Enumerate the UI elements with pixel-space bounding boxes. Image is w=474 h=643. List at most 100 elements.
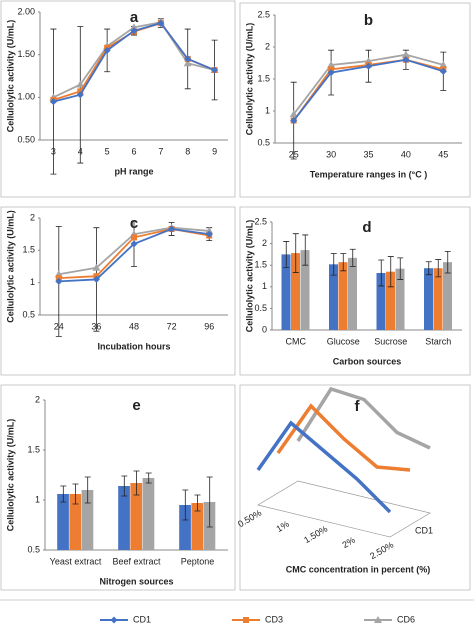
- x-axis-title: pH range: [114, 166, 153, 176]
- x-tick-label: 45: [438, 149, 448, 159]
- error-bar: [133, 470, 140, 496]
- x-tick-label: 48: [129, 321, 139, 331]
- panel-letter: a: [130, 9, 139, 26]
- y-axis-title: Cellulolytic activity (U/mL): [5, 20, 15, 133]
- y-tick-label: 1: [265, 105, 270, 115]
- x-tick-label: CMC: [286, 336, 307, 346]
- error-bar: [340, 253, 347, 272]
- marker: [92, 263, 101, 271]
- bar: [57, 494, 69, 550]
- y-tick-label: 1: [262, 281, 267, 291]
- y-axis-title: Cellulolytic activity (U/mL): [5, 419, 15, 532]
- bar: [179, 505, 191, 550]
- x-tick-label: 8: [185, 146, 190, 156]
- x-tick-label: Beef extract: [112, 556, 161, 566]
- marker: [55, 277, 63, 285]
- marker: [290, 117, 298, 125]
- bar: [424, 268, 433, 330]
- bar: [69, 494, 82, 550]
- marker: [439, 67, 447, 75]
- legend-label: CD6: [397, 614, 415, 624]
- error-bar: [292, 233, 299, 273]
- y-tick-label: 2.00: [17, 6, 35, 16]
- x-axis-title: Temperature ranges in (°C ): [310, 169, 427, 179]
- error-bar: [194, 494, 201, 512]
- x-tick-label: 40: [401, 149, 411, 159]
- marker: [401, 50, 410, 58]
- depth-label: CD1: [415, 525, 433, 535]
- bar: [386, 271, 395, 330]
- x-axis-title: Carbon sources: [333, 356, 402, 366]
- error-bar: [283, 241, 290, 268]
- marker: [365, 62, 372, 70]
- y-tick-label: 0.5: [22, 309, 35, 319]
- bar: [395, 268, 405, 330]
- x-tick-label: Starch: [425, 336, 451, 346]
- marker: [289, 110, 298, 118]
- panel-border: [239, 384, 471, 591]
- x-tick-label: Yeast extract: [50, 556, 102, 566]
- y-tick-label: 1.5: [27, 444, 40, 454]
- x-tick-label: 72: [167, 321, 177, 331]
- marker: [110, 616, 118, 624]
- marker: [374, 616, 382, 623]
- y-tick-label: 1.5: [257, 73, 270, 83]
- x-tick-label: 7: [158, 146, 163, 156]
- marker: [168, 225, 176, 233]
- bar: [338, 262, 348, 330]
- x-axis-title: Incubation hours: [98, 341, 171, 351]
- x-tick-label: 2.50%: [368, 540, 395, 561]
- y-tick-label: 2.5: [254, 216, 267, 226]
- y-tick-label: 0.5: [27, 544, 40, 554]
- x-tick-label: 9: [212, 146, 217, 156]
- bar: [376, 272, 386, 330]
- x-tick-label: Glucose: [327, 336, 360, 346]
- panel-border: [0, 384, 236, 591]
- error-bar: [397, 257, 404, 280]
- y-tick-label: 0: [262, 324, 267, 334]
- panel-border: [0, 0, 236, 198]
- marker: [402, 56, 410, 64]
- marker: [327, 69, 335, 77]
- marker: [130, 27, 138, 35]
- legend-label: CD1: [133, 614, 151, 624]
- bar: [118, 486, 130, 550]
- error-bar: [387, 256, 394, 288]
- panel-border: [239, 2, 471, 198]
- error-bar: [60, 485, 67, 503]
- y-tick-label: 0.5: [254, 303, 267, 313]
- marker: [243, 617, 249, 623]
- bar: [130, 483, 143, 550]
- y-tick-label: 2: [262, 238, 267, 248]
- panel-letter: e: [132, 397, 140, 414]
- marker: [131, 234, 137, 241]
- x-tick-label: 6: [131, 146, 136, 156]
- bar: [329, 264, 338, 330]
- marker: [439, 60, 448, 68]
- error-bar: [72, 483, 79, 505]
- panel-border: [239, 206, 471, 376]
- error-bar: [145, 472, 152, 484]
- y-tick-label: 0.5: [257, 137, 270, 147]
- x-tick-label: 5: [105, 146, 110, 156]
- x-tick-label: Peptone: [181, 556, 215, 566]
- bar: [433, 268, 443, 330]
- y-tick-label: 2: [30, 212, 35, 222]
- y-axis-title: Cellulolytic activity (U/mL): [244, 23, 254, 136]
- floor: [257, 480, 431, 538]
- legend-label: CD3: [265, 614, 283, 624]
- marker: [130, 23, 138, 31]
- marker: [76, 91, 84, 99]
- y-tick-label: 1.5: [22, 245, 35, 255]
- error-bar: [302, 234, 309, 266]
- marker: [103, 46, 111, 54]
- error-bar: [121, 475, 128, 497]
- error-bar: [378, 259, 385, 287]
- marker: [92, 275, 100, 283]
- panel-border: [0, 206, 236, 376]
- y-tick-label: 1.5: [254, 260, 267, 270]
- marker: [130, 240, 138, 248]
- marker: [49, 98, 57, 106]
- y-tick-label: 1.00: [17, 92, 35, 102]
- y-tick-label: 2: [265, 41, 270, 51]
